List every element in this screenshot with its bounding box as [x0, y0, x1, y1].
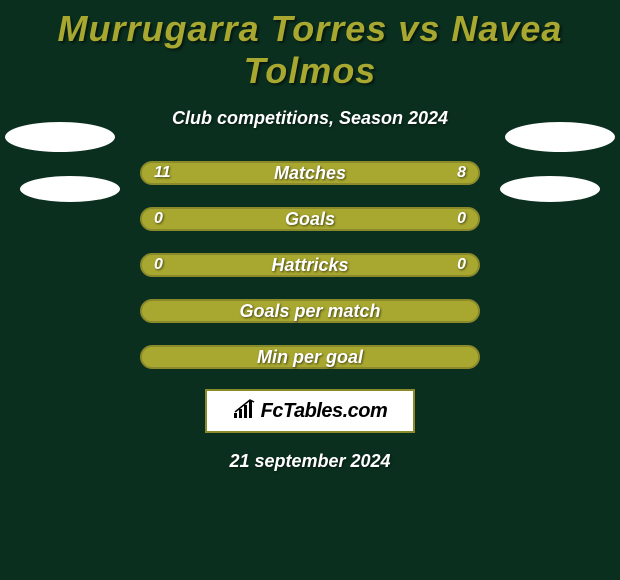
stat-value-left: 0	[154, 256, 163, 274]
stat-label: Goals	[285, 209, 335, 230]
stat-label: Goals per match	[239, 301, 380, 322]
snapshot-date: 21 september 2024	[0, 451, 620, 472]
chart-icon	[233, 399, 257, 424]
stat-value-left: 11	[154, 164, 171, 182]
stat-value-left: 0	[154, 210, 163, 228]
stat-value-right: 0	[457, 210, 466, 228]
comparison-title: Murrugarra Torres vs Navea Tolmos	[0, 0, 620, 92]
player1-photo-placeholder-bottom	[20, 176, 120, 202]
stat-label: Hattricks	[271, 255, 348, 276]
stat-value-right: 8	[457, 164, 466, 182]
stat-bar: 11 8 Matches	[140, 161, 480, 185]
stat-label: Min per goal	[257, 347, 363, 368]
stat-bar: 0 0 Hattricks	[140, 253, 480, 277]
stat-value-right: 0	[457, 256, 466, 274]
stat-bar: Min per goal	[140, 345, 480, 369]
stat-label: Matches	[274, 163, 346, 184]
player2-photo-placeholder-top	[505, 122, 615, 152]
player2-photo-placeholder-bottom	[500, 176, 600, 202]
fctables-logo-text: FcTables.com	[261, 400, 388, 423]
stat-bar: 0 0 Goals	[140, 207, 480, 231]
player1-photo-placeholder-top	[5, 122, 115, 152]
fctables-logo[interactable]: FcTables.com	[205, 389, 415, 433]
stat-bar: Goals per match	[140, 299, 480, 323]
